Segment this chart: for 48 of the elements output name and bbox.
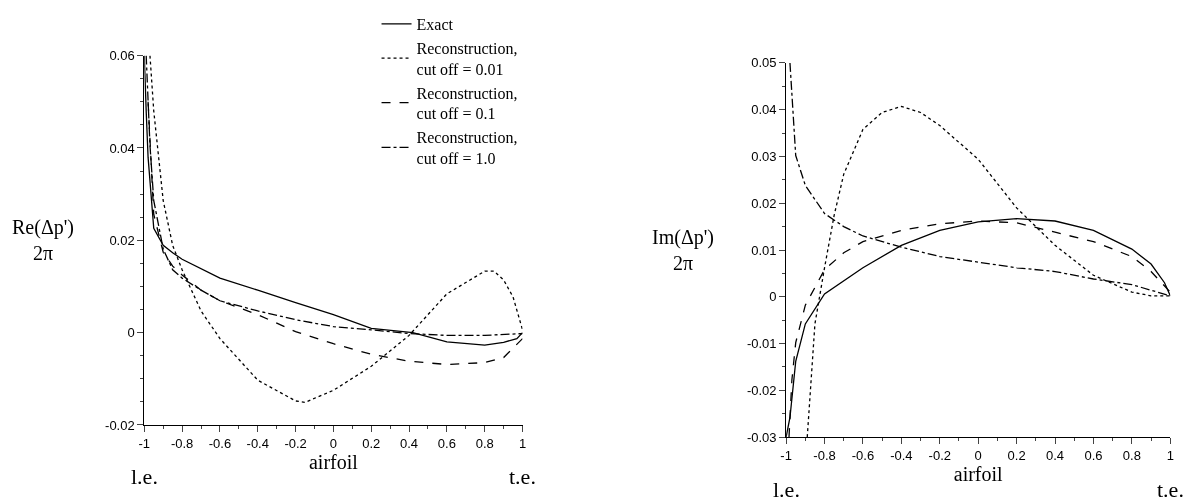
x-tick-label: -0.2 <box>928 447 951 463</box>
x-tick-label: 0 <box>974 447 982 463</box>
text: t.e. <box>509 464 536 489</box>
x-tick-label: 0.6 <box>437 435 456 451</box>
legend-label: Exact <box>416 16 454 34</box>
x-tick-label: -0.8 <box>813 447 836 463</box>
x-tick-label: 0.4 <box>400 435 419 451</box>
text: l.e. <box>131 464 158 489</box>
x-tick-label: 0.2 <box>362 435 381 451</box>
y-tick-label: 0.04 <box>751 102 777 118</box>
x-axis-title: airfoil <box>953 462 1004 485</box>
y-axis-title: Re(Δp') 2π <box>12 216 75 264</box>
y-axis-title: Im(Δp') 2π <box>652 226 715 274</box>
x-tick-label: 0 <box>329 435 338 451</box>
y-tick-label: -0.02 <box>746 382 777 398</box>
x-tick-label: 0.6 <box>1084 447 1103 463</box>
x-tick-label: -0.6 <box>208 435 232 451</box>
x-axis-title: airfoil <box>308 450 359 473</box>
legend-label: Reconstruction, cut off = 0.01 <box>416 39 518 78</box>
y-tick-label: 0.04 <box>109 140 135 156</box>
x-tick-label: 1 <box>1166 447 1174 463</box>
y-tick-label: 0.06 <box>109 48 135 64</box>
y-tick-label: -0.02 <box>105 417 135 433</box>
legend-label: Reconstruction, cut off = 0.1 <box>416 84 518 123</box>
x-tick-label: -1 <box>780 447 792 463</box>
x-tick-label: -0.4 <box>890 447 913 463</box>
x-tick-label: -0.4 <box>246 435 269 451</box>
text: l.e. <box>773 477 800 501</box>
y-tick-label: 0.01 <box>751 242 777 258</box>
x-tick-label: -0.8 <box>170 435 194 451</box>
y-tick-label: 0 <box>127 325 135 341</box>
y-tick-label: 0.03 <box>751 149 777 164</box>
y-tick-label: -0.01 <box>746 336 777 352</box>
x-tick-label: -0.6 <box>851 447 875 463</box>
y-tick-label: 0.02 <box>751 195 777 211</box>
text: t.e. <box>1157 477 1184 501</box>
x-tick-label: 0.2 <box>1007 447 1026 463</box>
x-tick-label: 0.8 <box>1122 447 1141 463</box>
x-tick-label: 1 <box>518 435 527 451</box>
x-tick-label: -0.2 <box>284 435 307 451</box>
y-tick-label: -0.03 <box>746 429 777 445</box>
y-tick-label: 0 <box>769 289 777 305</box>
x-tick-label: -1 <box>138 435 151 451</box>
x-tick-label: 0.8 <box>475 435 494 451</box>
y-tick-label: 0.02 <box>109 232 135 248</box>
legend-label: Reconstruction, cut off = 1.0 <box>416 129 518 167</box>
x-tick-label: 0.4 <box>1045 447 1065 463</box>
y-tick-label: 0.05 <box>751 55 777 71</box>
